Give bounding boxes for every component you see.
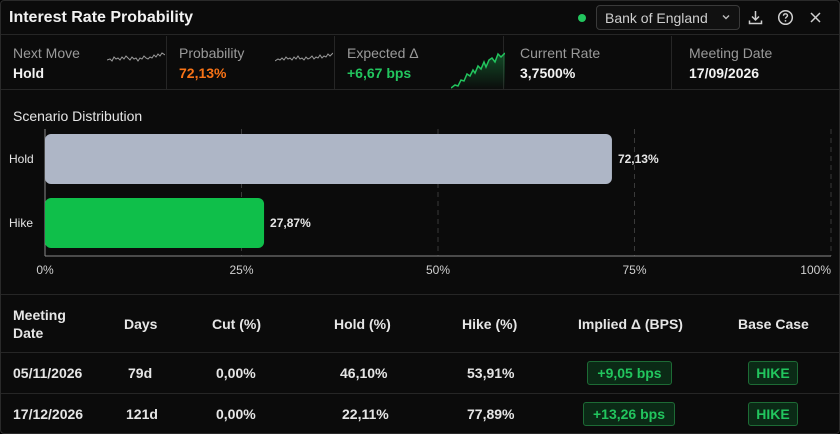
cell-date: 05/11/2026: [13, 365, 83, 381]
meetings-table: Meeting Date Days Cut (%) Hold (%) Hike …: [1, 296, 839, 433]
sparkline-icon: [275, 52, 333, 62]
metric-label: Current Rate: [520, 45, 601, 61]
x-tick-label: 50%: [426, 263, 450, 277]
bar-hike: [45, 198, 265, 248]
metrics-strip: Next Move Hold Probability 72,13% Expect…: [1, 36, 839, 90]
metric-value: 3,7500%: [520, 65, 576, 81]
metric-next-move: Next Move Hold: [1, 36, 167, 90]
cell-hold: 46,10%: [340, 365, 388, 381]
metric-probability: Probability 72,13%: [167, 36, 335, 90]
help-icon[interactable]: [777, 9, 794, 26]
cell-date: 17/12/2026: [13, 406, 84, 422]
bar-chart-svg: 0% 25% 50% 75% 100% Hold 72,13% Hike 27,87%: [9, 129, 832, 277]
sparkline-icon: [451, 52, 505, 90]
data-label: 27,87%: [270, 216, 311, 230]
header-hike: Hike (%): [462, 316, 518, 332]
table-row[interactable]: 05/11/2026 79d 0,00% 46,10% 53,91% +9,05…: [1, 352, 839, 392]
cell-hike: 53,91%: [467, 365, 515, 381]
header-implied-delta: Implied Δ (BPS): [578, 316, 683, 332]
sparkline-icon: [107, 52, 165, 62]
scenario-distribution-chart: Scenario Distribution 0% 25% 50% 75% 100% Hol…: [1, 91, 839, 295]
cell-days: 121d: [126, 406, 158, 422]
chevron-down-icon: [722, 15, 730, 20]
implied-delta-badge: +9,05 bps: [587, 361, 672, 385]
metric-value: Hold: [13, 65, 45, 81]
category-label: Hike: [9, 216, 33, 230]
header-days: Days: [124, 316, 158, 332]
header-cut: Cut (%): [212, 316, 261, 332]
x-tick-label: 0%: [36, 263, 54, 277]
cell-hold: 22,11%: [342, 406, 389, 422]
cell-days: 79d: [128, 365, 153, 381]
cell-cut: 0,00%: [216, 365, 256, 381]
table-row[interactable]: 17/12/2026 121d 0,00% 22,11% 77,89% +13,…: [1, 393, 839, 433]
x-tick-label: 100%: [800, 263, 831, 277]
bank-select[interactable]: Bank of England: [596, 5, 740, 30]
close-icon[interactable]: [807, 9, 824, 26]
metric-value: 72,13%: [179, 65, 227, 81]
metric-label: Expected Δ: [347, 45, 419, 61]
bar-hold: [45, 134, 612, 184]
metric-meeting-date: Meeting Date 17/09/2026: [672, 36, 839, 90]
chart-title: Scenario Distribution: [13, 108, 143, 124]
header-base-case: Base Case: [738, 316, 809, 332]
widget-title: Interest Rate Probability: [9, 9, 194, 26]
widget-header: Interest Rate Probability Bank of Englan…: [1, 1, 839, 35]
implied-delta-badge: +13,26 bps: [583, 402, 675, 426]
metric-value: +6,67 bps: [347, 65, 412, 81]
cell-hike: 77,89%: [467, 406, 515, 422]
cell-cut: 0,00%: [216, 406, 256, 422]
metric-label: Meeting Date: [689, 45, 773, 61]
x-tick-label: 75%: [622, 263, 646, 277]
header-meeting-date: Meeting Date: [13, 307, 66, 341]
download-icon[interactable]: [747, 9, 764, 26]
metric-label: Next Move: [13, 45, 80, 61]
category-label: Hold: [9, 152, 34, 166]
data-label: 72,13%: [618, 152, 659, 166]
bank-select-value: Bank of England: [605, 9, 708, 26]
metric-value: 17/09/2026: [689, 65, 760, 81]
base-case-badge: HIKE: [748, 402, 798, 426]
metric-expected-delta: Expected Δ +6,67 bps: [335, 36, 505, 90]
live-status-indicator: [578, 14, 586, 22]
header-hold: Hold (%): [334, 316, 391, 332]
base-case-badge: HIKE: [748, 361, 798, 385]
metric-current-rate: Current Rate 3,7500%: [504, 36, 672, 90]
metric-label: Probability: [179, 45, 245, 61]
x-tick-label: 25%: [229, 263, 253, 277]
